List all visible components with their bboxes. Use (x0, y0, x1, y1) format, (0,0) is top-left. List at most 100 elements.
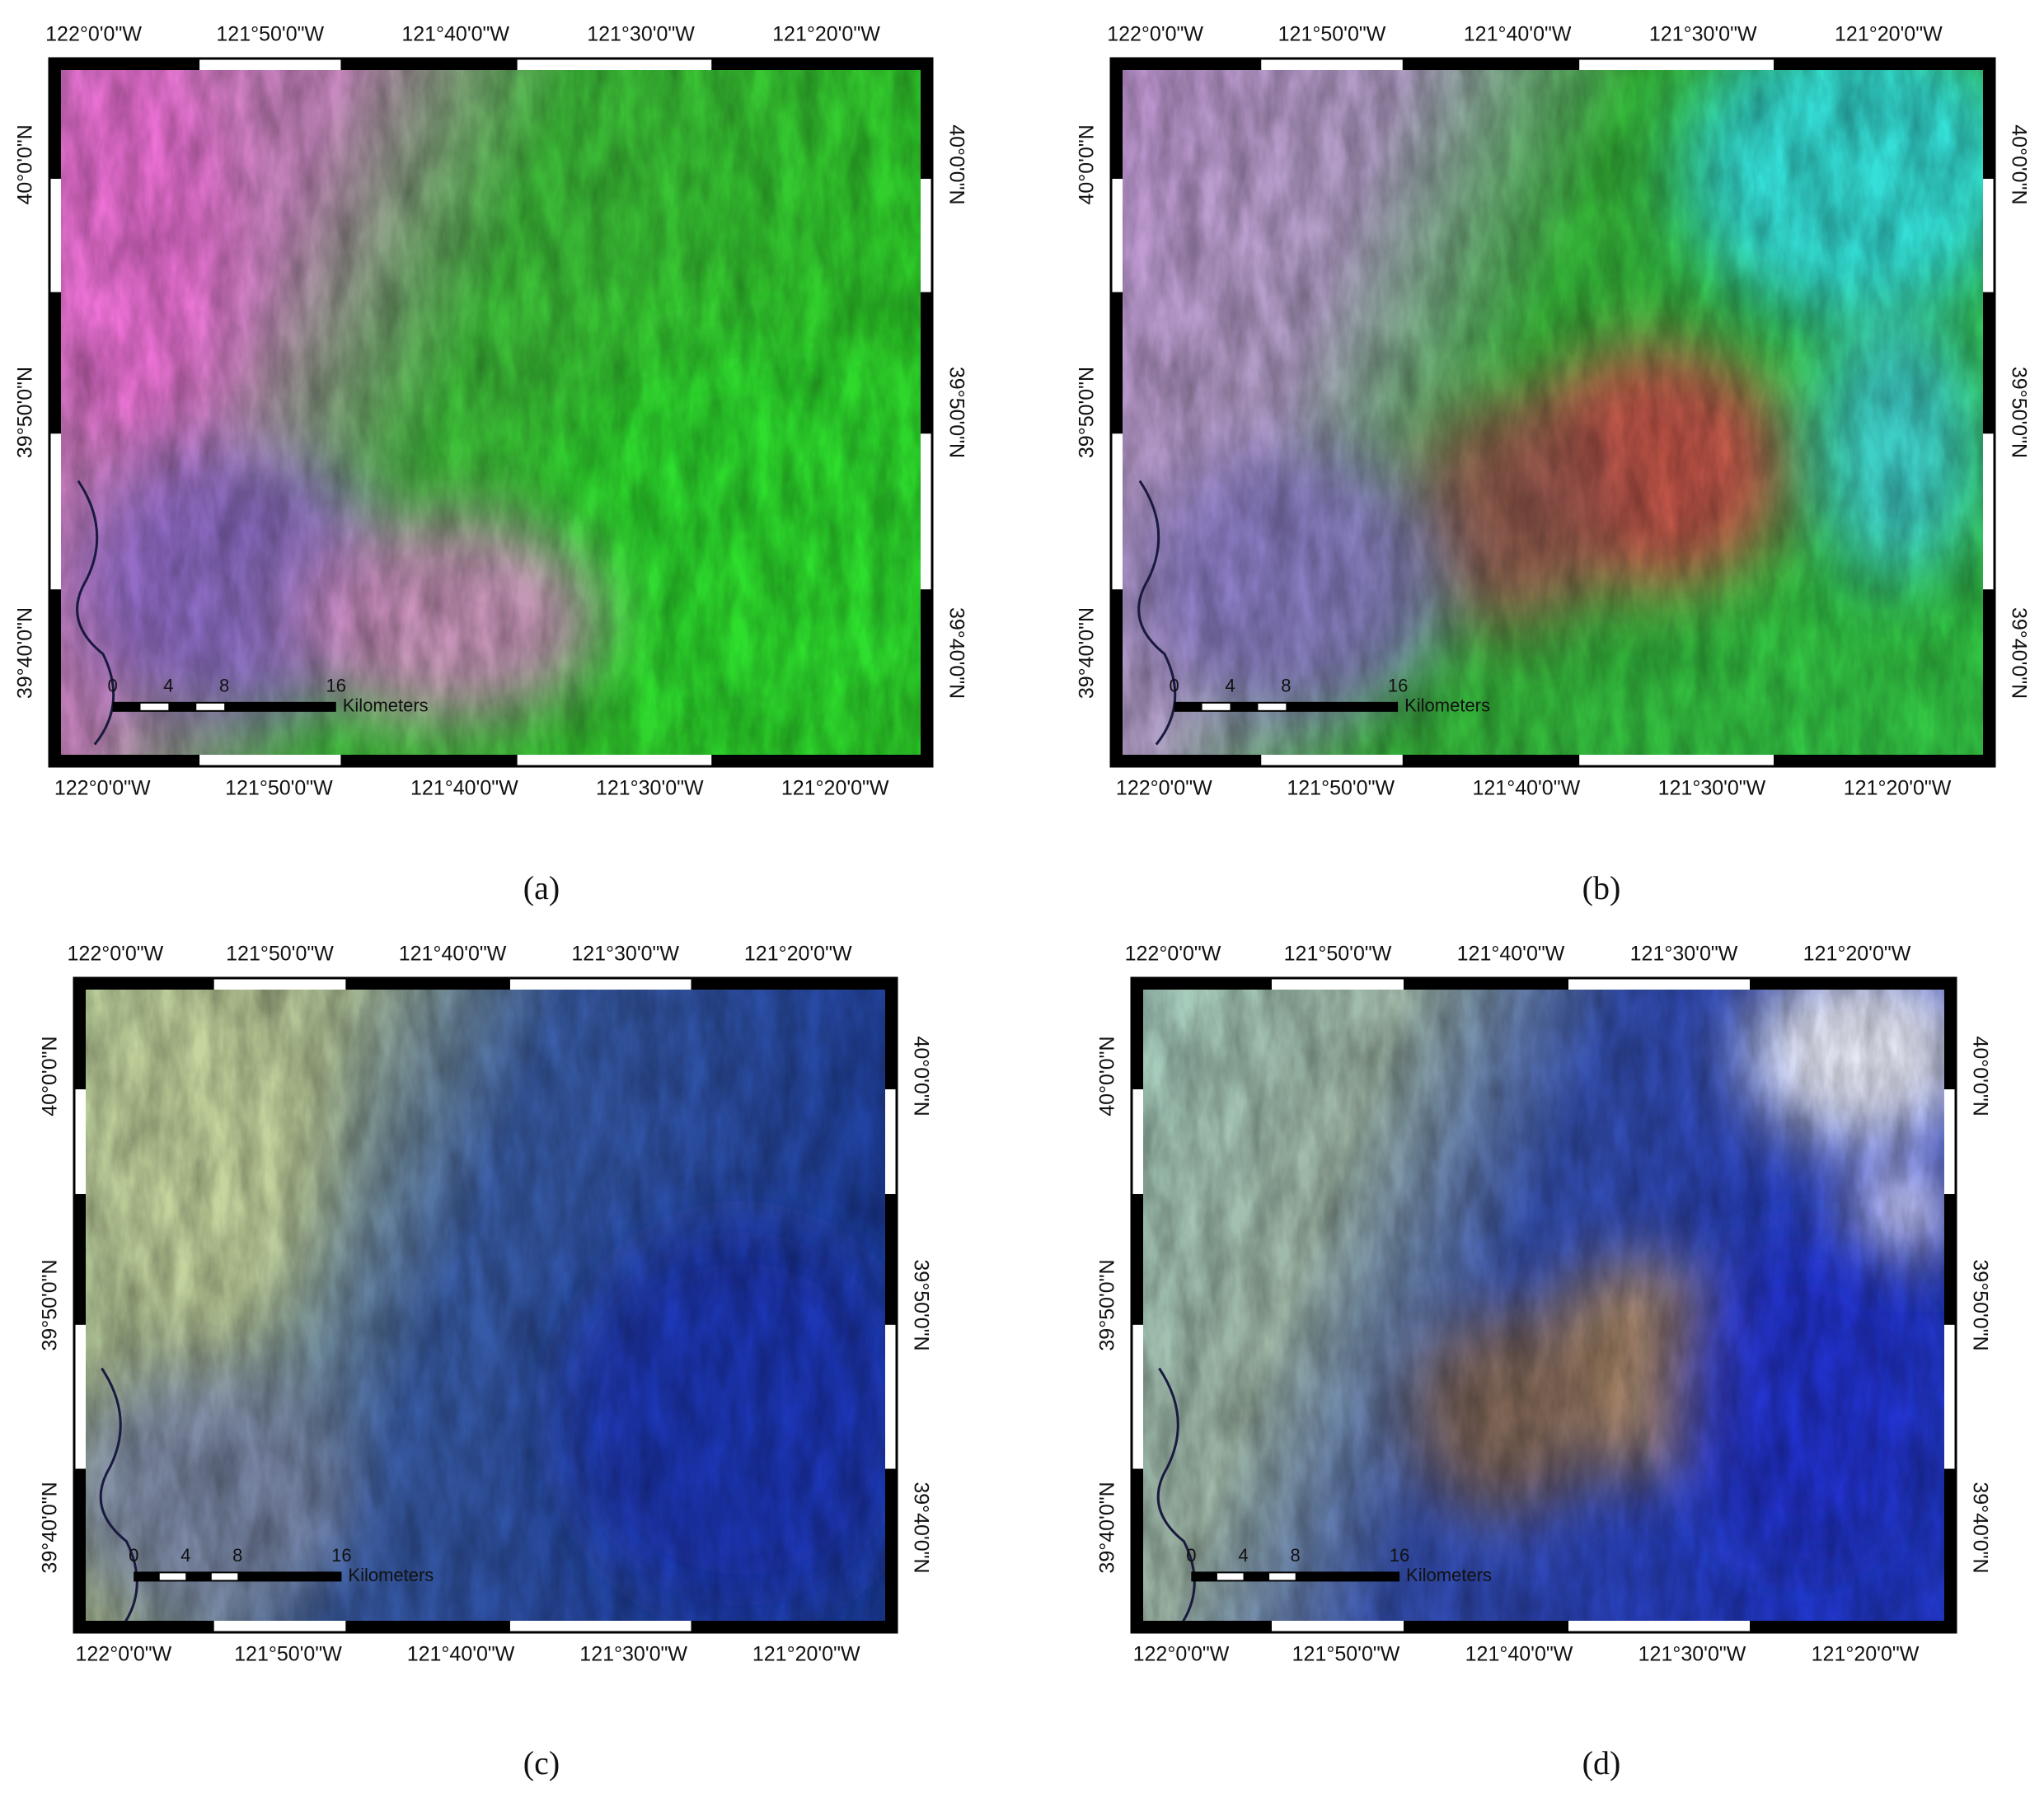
right-coordinate-label: 39°50'0"N (945, 367, 968, 458)
right-coordinate-label: 39°40'0"N (909, 1482, 932, 1573)
top-coordinate-label: 121°50'0"W (1284, 943, 1392, 966)
right-coordinate-label: 39°50'0"N (909, 1259, 932, 1351)
panel-caption: (a) (523, 869, 560, 906)
frame-band (711, 755, 932, 766)
frame-band (1983, 292, 1995, 434)
right-coordinate-label: 40°0'0"N (909, 1036, 932, 1116)
terrain-texture (61, 70, 921, 755)
scale-bar-segment (211, 1573, 238, 1580)
bottom-coordinate-label: 121°50'0"W (225, 777, 333, 800)
scale-label: 0 (129, 1545, 138, 1566)
scale-bar-segment (140, 703, 169, 710)
right-coordinate-label: 40°0'0"N (1968, 1036, 1991, 1116)
scale-label: 16 (1390, 1545, 1409, 1566)
river (99, 1367, 138, 1621)
bottom-coordinate-label: 121°20'0"W (781, 777, 889, 800)
map-panel: 122°0'0"W 122°0'0"W 121°50'0"W 121°50'0"W 12… (1096, 943, 1992, 1782)
left-coordinate-label: 39°40'0"N (14, 607, 37, 699)
frame-band (340, 755, 518, 766)
frame-band (74, 978, 86, 1089)
scale-label: 4 (1225, 676, 1235, 696)
left-coordinate-label: 39°50'0"N (39, 1259, 62, 1351)
frame-band (1944, 978, 1956, 1089)
top-coordinate-label: 121°50'0"W (226, 943, 334, 966)
frame-band (1774, 59, 1995, 70)
top-coordinate-label: 121°20'0"W (772, 23, 880, 46)
bottom-coordinate-label: 121°40'0"W (1465, 1643, 1573, 1666)
bottom-coordinate-label: 121°40'0"W (407, 1643, 515, 1666)
satellite-image (86, 990, 885, 1621)
terrain-texture (1123, 70, 1983, 755)
frame-band (921, 292, 932, 434)
frame-band (1132, 1194, 1143, 1325)
top-coordinate-label: 121°30'0"W (571, 943, 679, 966)
terrain-texture (1143, 990, 1944, 1621)
satellite-image (61, 70, 921, 755)
frame-band (885, 1468, 897, 1632)
frame-band (49, 59, 200, 70)
top-coordinate-label: 122°0'0"W (1125, 943, 1221, 966)
scale-label: 16 (326, 676, 346, 696)
frame-band (921, 59, 932, 180)
panel-caption: (b) (1582, 869, 1621, 906)
frame-band (1944, 1194, 1956, 1325)
scale-label: 4 (163, 676, 173, 696)
frame-band (49, 59, 61, 180)
frame-band (1132, 1621, 1272, 1632)
right-coordinate-label: 39°40'0"N (1968, 1482, 1991, 1573)
bottom-coordinate-label: 122°0'0"W (1116, 777, 1212, 800)
scale-unit: Kilometers (343, 695, 429, 716)
scale-label: 8 (1291, 1545, 1301, 1566)
scale-label: 4 (1238, 1545, 1248, 1566)
top-coordinate-label: 121°40'0"W (399, 943, 507, 966)
right-coordinate-label: 39°40'0"N (945, 607, 968, 699)
left-coordinate-label: 40°0'0"N (14, 124, 37, 204)
map-panel: 122°0'0"W 122°0'0"W 121°50'0"W 121°50'0"W 12… (1076, 23, 2031, 907)
left-coordinate-label: 39°40'0"N (1096, 1482, 1119, 1573)
frame-band (1774, 755, 1995, 766)
right-coordinate-label: 40°0'0"N (2007, 124, 2030, 204)
scale-unit: Kilometers (348, 1565, 434, 1585)
right-coordinate-label: 39°50'0"N (1968, 1259, 1991, 1351)
left-coordinate-label: 39°40'0"N (1076, 607, 1099, 699)
frame-band (691, 978, 897, 990)
frame-band (1402, 59, 1580, 70)
scale-unit: Kilometers (1406, 1565, 1492, 1585)
top-coordinate-label: 121°20'0"W (1803, 943, 1911, 966)
top-coordinate-label: 122°0'0"W (1107, 23, 1203, 46)
frame-band (1750, 1621, 1956, 1632)
bottom-coordinate-label: 121°20'0"W (1844, 777, 1952, 800)
scale-label: 8 (232, 1545, 242, 1566)
scale-label: 8 (1281, 676, 1291, 696)
satellite-image (1143, 990, 1944, 1621)
frame-band (711, 59, 932, 70)
top-coordinate-label: 121°40'0"W (401, 23, 509, 46)
left-coordinate-label: 39°50'0"N (1076, 367, 1099, 458)
bottom-coordinate-label: 122°0'0"W (75, 1643, 171, 1666)
frame-band (345, 978, 510, 990)
frame-band (340, 59, 518, 70)
bottom-coordinate-label: 121°20'0"W (1812, 1643, 1920, 1666)
right-coordinate-label: 39°40'0"N (2007, 607, 2030, 699)
scale-bar-segment (159, 1573, 186, 1580)
frame-band (1402, 755, 1580, 766)
scale-label: 0 (1186, 1545, 1196, 1566)
frame-band (1404, 1621, 1568, 1632)
left-coordinate-label: 40°0'0"N (1096, 1036, 1119, 1116)
frame-band (1111, 292, 1123, 434)
frame-band (1983, 589, 1995, 766)
top-coordinate-label: 121°30'0"W (1649, 23, 1757, 46)
frame-band (74, 1468, 86, 1632)
frame-band (1111, 59, 1123, 180)
right-coordinate-label: 39°50'0"N (2007, 367, 2030, 458)
scale-bar-segment (196, 703, 225, 710)
top-coordinate-label: 121°50'0"W (216, 23, 324, 46)
bottom-coordinate-label: 121°50'0"W (1292, 1643, 1400, 1666)
frame-band (691, 1621, 897, 1632)
frame-band (49, 755, 200, 766)
bottom-coordinate-label: 122°0'0"W (1133, 1643, 1230, 1666)
scale-bar-segment (1217, 1573, 1244, 1580)
scale-bar-segment (1258, 703, 1287, 710)
